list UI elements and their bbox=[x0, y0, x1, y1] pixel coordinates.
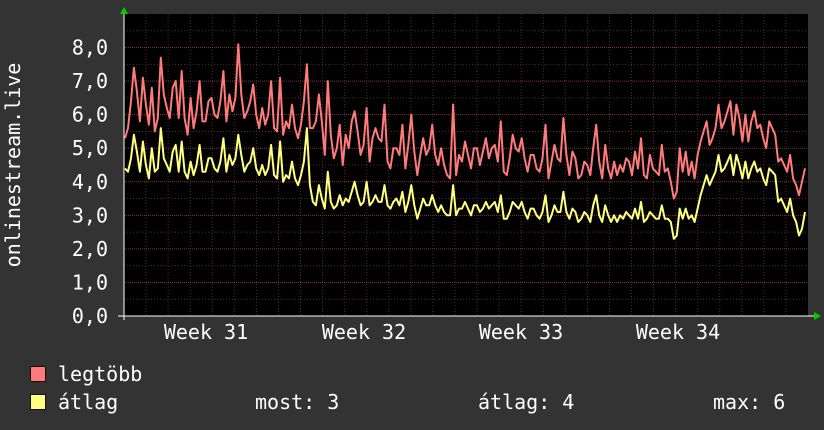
series-layer bbox=[124, 43, 806, 240]
y-tick-label: 4,0 bbox=[72, 170, 108, 194]
stat-average: átlag: 4 bbox=[478, 390, 575, 414]
x-axis-arrow bbox=[814, 312, 821, 320]
x-tick-label: Week 34 bbox=[636, 320, 720, 344]
y-tick-label: 1,0 bbox=[72, 270, 108, 294]
legend-label-avg: átlag bbox=[58, 390, 119, 414]
legend-label-max: legtöbb bbox=[58, 362, 143, 386]
series-line-avg bbox=[124, 127, 806, 240]
y-tick-label: 2,0 bbox=[72, 237, 108, 261]
x-tick-label: Week 33 bbox=[479, 320, 563, 344]
y-axis-label: onlinestream.live bbox=[1, 63, 25, 268]
x-tick-label: Week 31 bbox=[164, 320, 248, 344]
x-ticks: Week 31 Week 32 Week 33 Week 34 bbox=[164, 320, 720, 344]
y-tick-label: 5,0 bbox=[72, 136, 108, 160]
y-tick-label: 7,0 bbox=[72, 69, 108, 93]
y-tick-label: 6,0 bbox=[72, 103, 108, 127]
x-tick-label: Week 32 bbox=[322, 320, 406, 344]
stat-current: most: 3 bbox=[255, 390, 340, 414]
series-line-max bbox=[124, 43, 806, 200]
stat-max: max: 6 bbox=[713, 390, 786, 414]
legend-item-avg: átlag bbox=[30, 389, 118, 415]
y-tick-label: 3,0 bbox=[72, 203, 108, 227]
legend-item-max: legtöbb bbox=[30, 361, 142, 387]
y-axis-arrow bbox=[120, 7, 128, 14]
y-tick-label: 8,0 bbox=[72, 36, 108, 60]
legend-swatch-avg bbox=[30, 394, 46, 410]
y-tick-label: 0,0 bbox=[72, 304, 108, 328]
legend-swatch-max bbox=[30, 366, 46, 382]
y-ticks: 0,0 1,0 2,0 3,0 4,0 5,0 6,0 7,0 8,0 bbox=[72, 36, 108, 328]
